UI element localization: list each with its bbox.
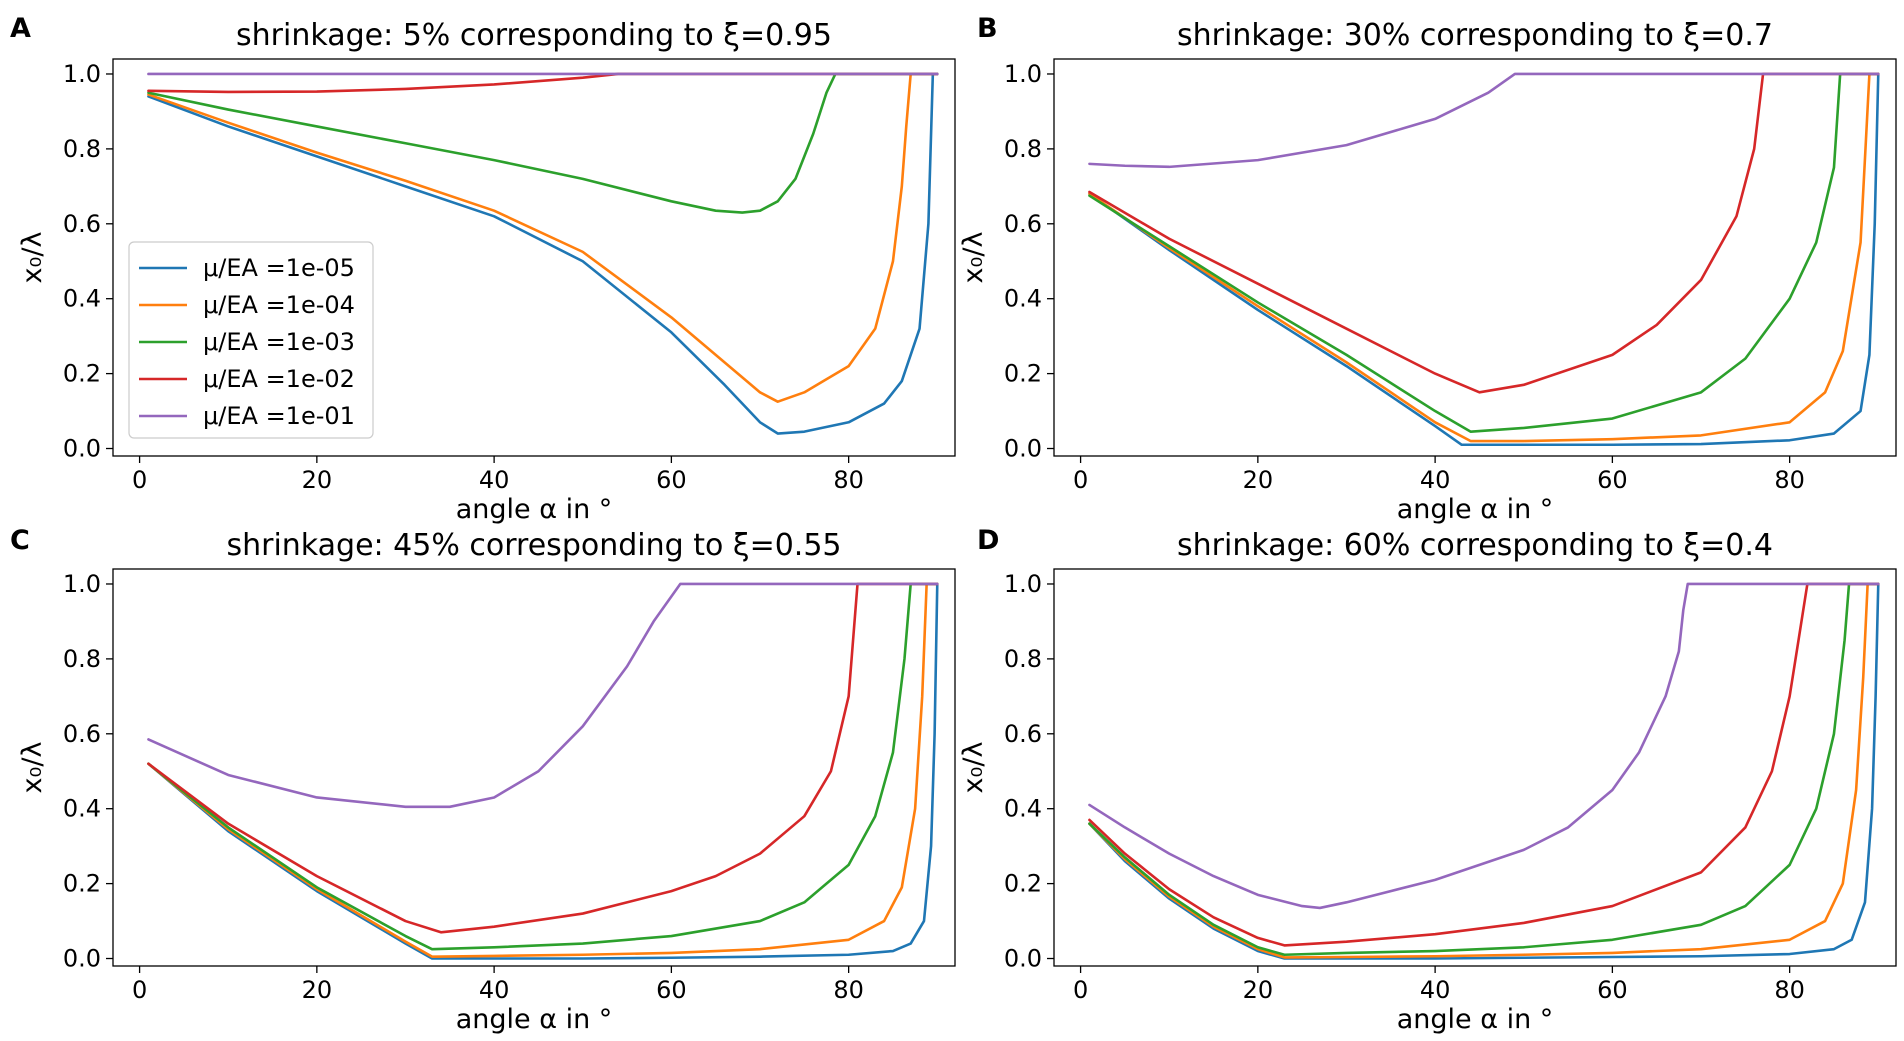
- x-tick-label: 40: [479, 466, 510, 494]
- y-tick-label: 1.0: [1004, 570, 1042, 598]
- series-line-1: [1088, 72, 1880, 447]
- y-tick-label: 0.4: [1004, 795, 1042, 823]
- x-tick-label: 0: [1073, 466, 1088, 494]
- y-axis-label: x₀/λ: [17, 742, 48, 794]
- series-line-1: [147, 582, 939, 960]
- y-tick-label: 1.0: [1004, 60, 1042, 88]
- chart-title: shrinkage: 5% corresponding to ξ=0.95: [236, 18, 832, 53]
- x-tick-label: 0: [1073, 976, 1088, 1004]
- x-tick-label: 80: [833, 466, 864, 494]
- plot-frame: [112, 58, 956, 457]
- series-line-4: [1088, 582, 1880, 947]
- y-tick-label: 1.0: [63, 570, 101, 598]
- x-tick-label: 40: [1420, 976, 1451, 1004]
- series-line-3: [1088, 582, 1880, 957]
- x-tick-label: 40: [1420, 466, 1451, 494]
- y-tick-label: 0.6: [63, 720, 101, 748]
- series-line-2: [147, 72, 939, 403]
- legend-box: [128, 241, 374, 439]
- series-line-2: [1088, 582, 1880, 959]
- panel-letter: A: [10, 13, 31, 44]
- x-tick-label: 80: [1774, 976, 1805, 1004]
- y-tick-label: 0.2: [1004, 870, 1042, 898]
- y-tick-label: 0.2: [63, 870, 101, 898]
- series-line-3: [147, 582, 939, 951]
- series-line-2: [147, 582, 939, 958]
- series-line-5: [147, 582, 939, 809]
- x-axis-label: angle α in °: [456, 1004, 613, 1035]
- y-tick-label: 0.6: [1004, 720, 1042, 748]
- x-tick-label: 20: [1243, 976, 1274, 1004]
- panel-letter: B: [977, 13, 998, 44]
- y-axis-label: x₀/λ: [958, 232, 989, 284]
- series-line-5: [1088, 582, 1880, 910]
- x-tick-label: 60: [656, 976, 687, 1004]
- y-tick-label: 0.4: [1004, 285, 1042, 313]
- x-tick-label: 20: [302, 976, 333, 1004]
- legend-entry: μ/EA =1e-05: [203, 254, 355, 282]
- series-line-3: [147, 72, 939, 214]
- x-tick-label: 80: [833, 976, 864, 1004]
- plot-frame: [1053, 58, 1897, 457]
- y-tick-label: 0.0: [63, 945, 101, 973]
- chart-title: shrinkage: 30% corresponding to ξ=0.7: [1177, 18, 1773, 53]
- y-axis-label: x₀/λ: [17, 232, 48, 284]
- x-tick-label: 60: [656, 466, 687, 494]
- x-axis-label: angle α in °: [1397, 494, 1554, 525]
- chart-title: shrinkage: 45% corresponding to ξ=0.55: [226, 528, 841, 563]
- plot-frame: [112, 568, 956, 967]
- y-tick-label: 0.0: [63, 435, 101, 463]
- x-axis-label: angle α in °: [456, 494, 613, 525]
- y-axis-label: x₀/λ: [958, 742, 989, 794]
- chart-title: shrinkage: 60% corresponding to ξ=0.4: [1177, 528, 1773, 563]
- y-tick-label: 0.2: [63, 360, 101, 388]
- series-line-5: [1088, 72, 1880, 169]
- y-tick-label: 0.8: [1004, 135, 1042, 163]
- y-tick-label: 0.0: [1004, 945, 1042, 973]
- y-tick-label: 0.0: [1004, 435, 1042, 463]
- y-tick-label: 0.4: [63, 795, 101, 823]
- x-tick-label: 60: [1597, 466, 1628, 494]
- x-tick-label: 40: [479, 976, 510, 1004]
- x-tick-label: 0: [132, 976, 147, 1004]
- legend-entry: μ/EA =1e-01: [203, 402, 355, 430]
- y-tick-label: 0.4: [63, 285, 101, 313]
- x-tick-label: 0: [132, 466, 147, 494]
- panel-letter: D: [977, 525, 999, 556]
- panel-letter: C: [10, 525, 30, 556]
- series-line-4: [147, 582, 939, 934]
- x-axis-label: angle α in °: [1397, 1004, 1554, 1035]
- x-tick-label: 80: [1774, 466, 1805, 494]
- series-line-3: [1088, 72, 1880, 433]
- y-tick-label: 0.8: [1004, 645, 1042, 673]
- y-tick-label: 0.8: [63, 645, 101, 673]
- y-tick-label: 0.6: [1004, 210, 1042, 238]
- x-tick-label: 20: [302, 466, 333, 494]
- y-tick-label: 0.6: [63, 210, 101, 238]
- legend-entry: μ/EA =1e-03: [203, 328, 355, 356]
- x-tick-label: 60: [1597, 976, 1628, 1004]
- y-tick-label: 0.8: [63, 135, 101, 163]
- legend: μ/EA =1e-05 μ/EA =1e-04 μ/EA =1e-03 μ/EA =1…: [128, 241, 374, 439]
- y-tick-label: 1.0: [63, 60, 101, 88]
- plot-frame: [1053, 568, 1897, 967]
- legend-entry: μ/EA =1e-02: [203, 365, 355, 393]
- x-tick-label: 20: [1243, 466, 1274, 494]
- legend-entry: μ/EA =1e-04: [203, 291, 355, 319]
- series-line-4: [1088, 72, 1880, 394]
- series-line-2: [1088, 72, 1880, 443]
- series-line-1: [147, 72, 939, 435]
- y-tick-label: 0.2: [1004, 360, 1042, 388]
- series-line-1: [1088, 582, 1880, 960]
